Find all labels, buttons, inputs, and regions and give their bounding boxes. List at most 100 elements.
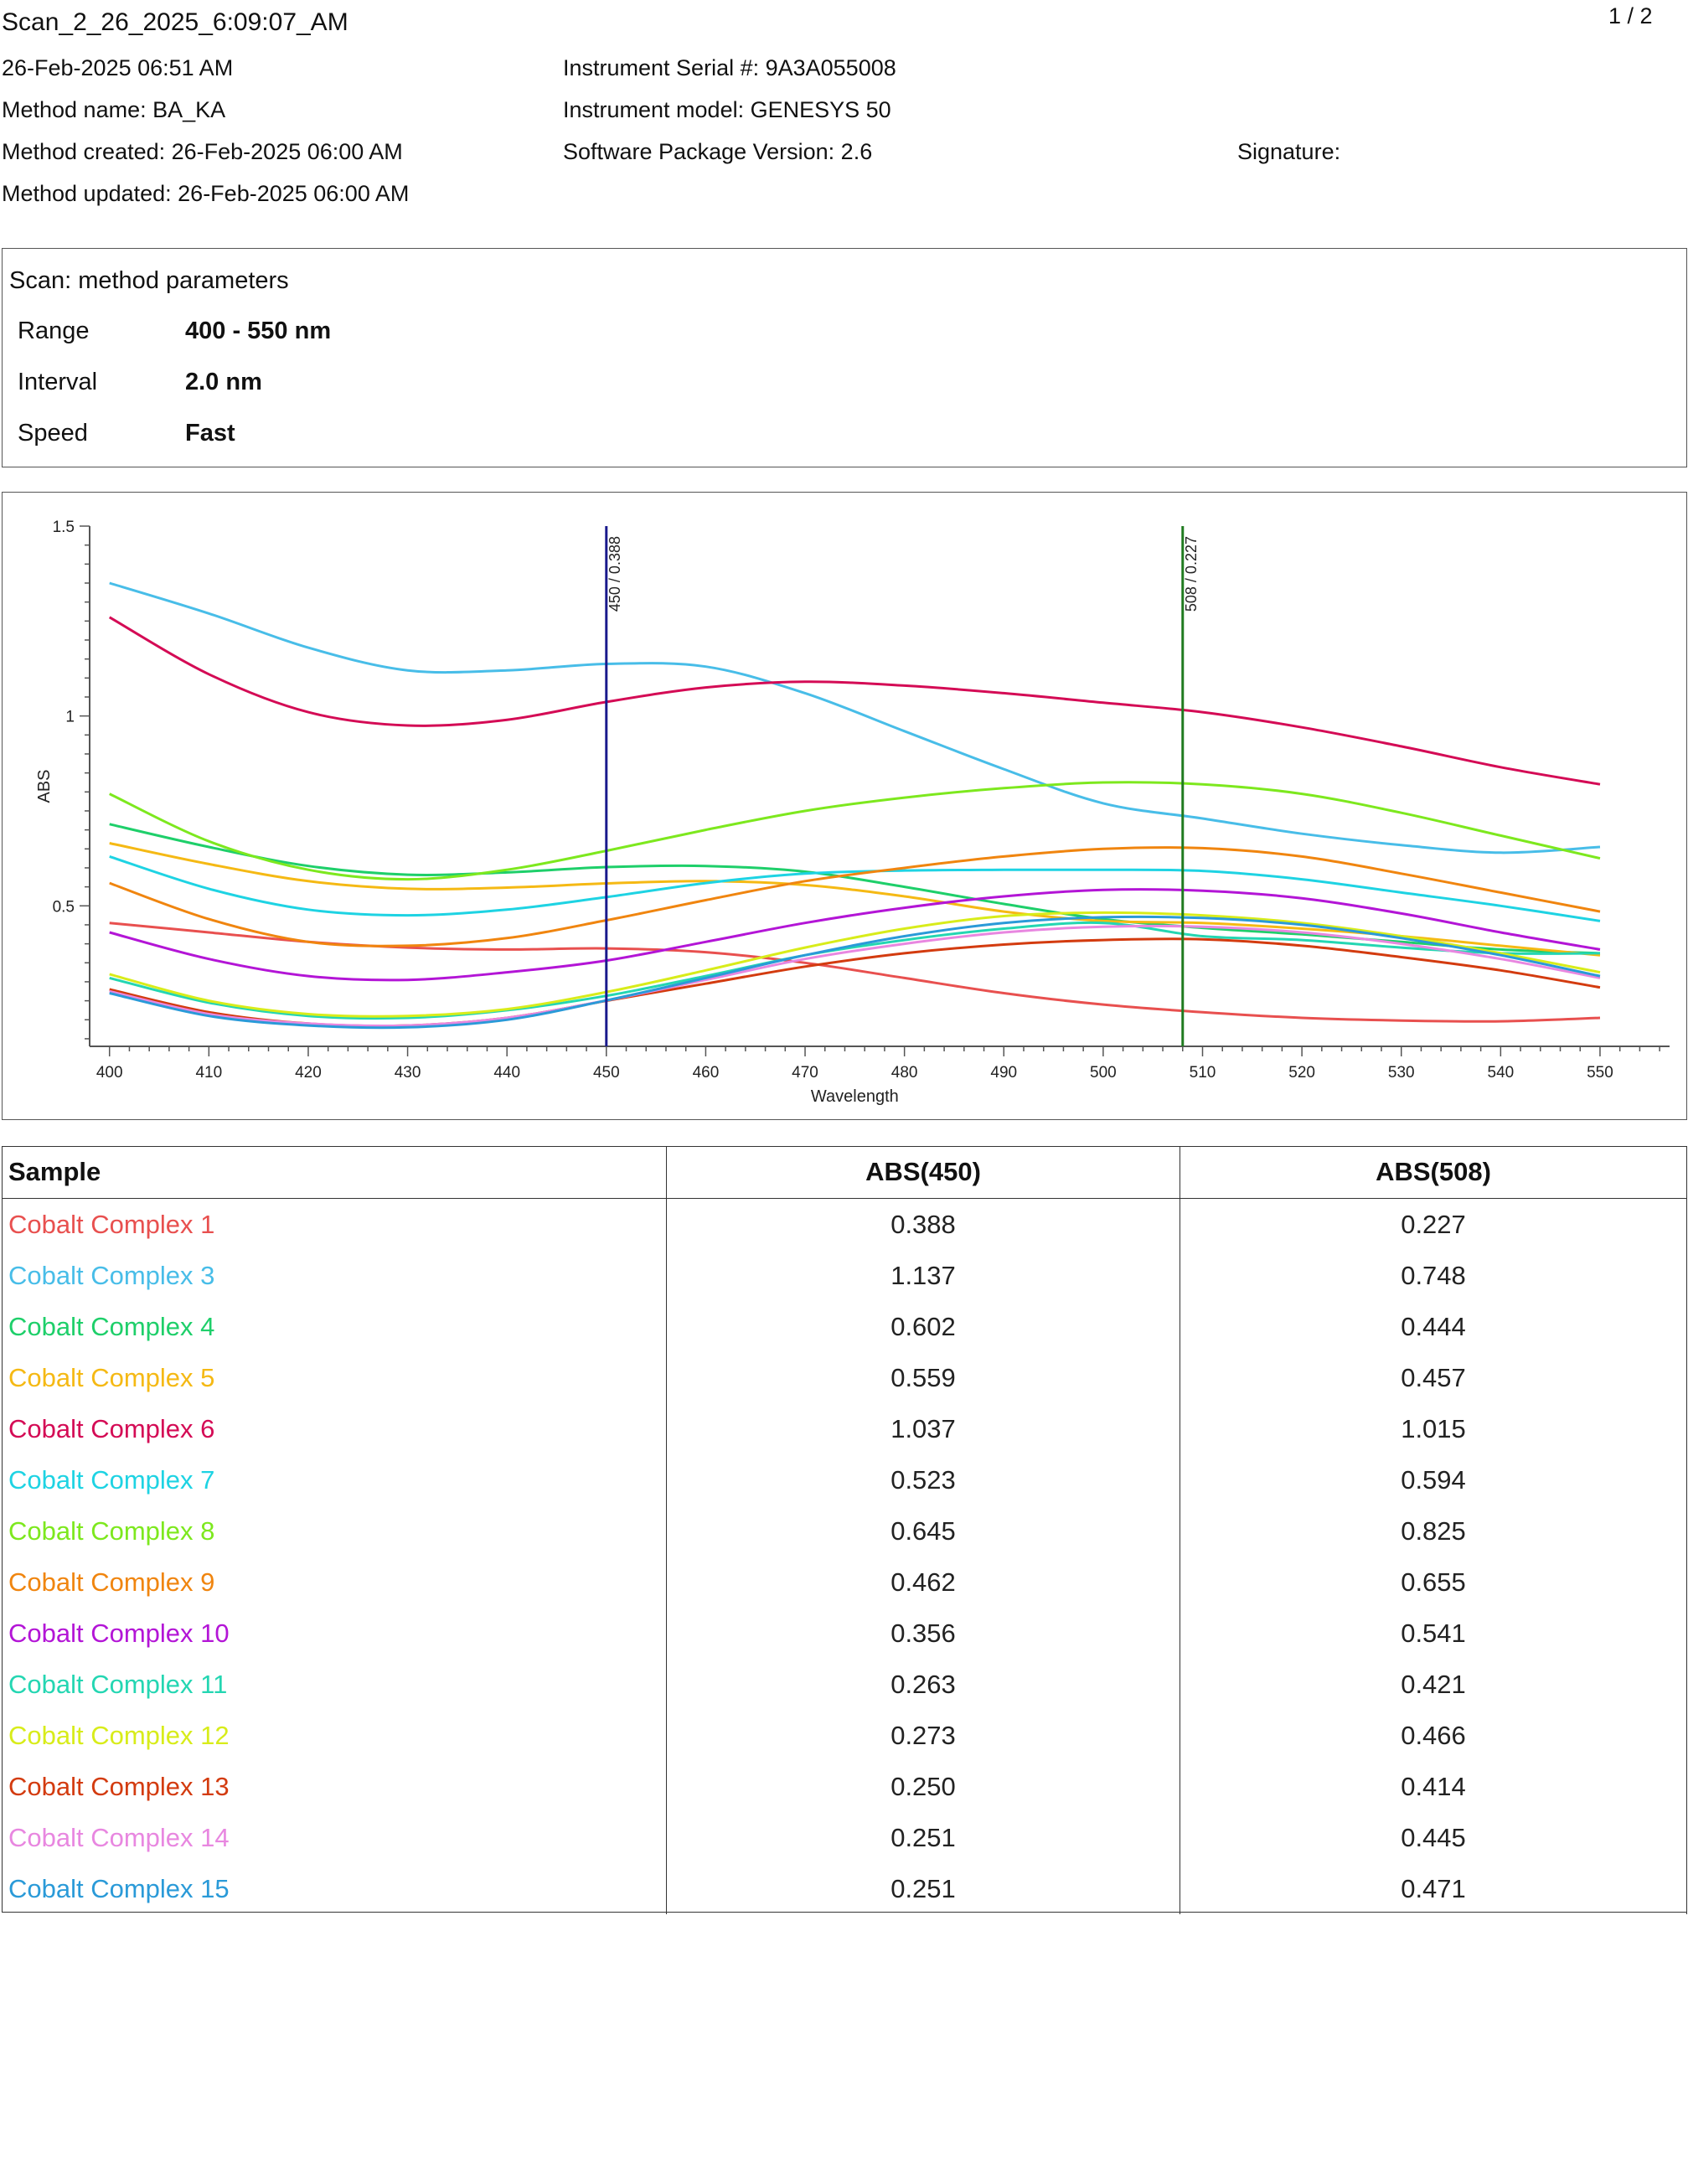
sample-name-cell: Cobalt Complex 1 [8, 1209, 215, 1239]
param-label: Interval [18, 369, 98, 395]
series-line [109, 846, 1601, 947]
x-tick-label: 410 [195, 1064, 222, 1082]
table-row: Cobalt Complex 14 0.251 0.445 [2, 1812, 1687, 1863]
abs508-cell: 0.457 [1180, 1352, 1687, 1403]
wavelength-marker-label: 450 / 0.388 [607, 536, 623, 612]
param-row-speed: Speed Fast [18, 420, 235, 447]
table-row: Cobalt Complex 9 0.462 0.655 [2, 1557, 1687, 1608]
page-number: 1 / 2 [1608, 3, 1653, 28]
method-updated: Method updated: 26-Feb-2025 06:00 AM [2, 181, 410, 206]
x-tick-label: 520 [1288, 1064, 1315, 1082]
table-row: Cobalt Complex 8 0.645 0.825 [2, 1505, 1687, 1557]
instrument-model: Instrument model: GENESYS 50 [563, 97, 891, 122]
series-line [108, 616, 1601, 786]
x-tick-label: 510 [1190, 1064, 1216, 1082]
x-tick-label: 530 [1388, 1064, 1415, 1082]
x-tick-label: 480 [891, 1064, 918, 1082]
abs450-cell: 0.251 [666, 1812, 1180, 1863]
x-tick-label: 400 [96, 1064, 123, 1082]
x-tick-label: 430 [395, 1064, 421, 1082]
abs450-cell: 0.645 [666, 1505, 1180, 1557]
spectrum-chart: 400 410 420 430 440 450 460 470 480 490 500 510 520 5… [35, 519, 1670, 1106]
x-tick-label: 450 [593, 1064, 620, 1082]
x-tick-label: 420 [295, 1064, 322, 1082]
abs508-cell: 0.421 [1180, 1659, 1687, 1710]
table-row: Cobalt Complex 15 0.251 0.471 [2, 1863, 1687, 1914]
sample-name-cell: Cobalt Complex 4 [8, 1311, 215, 1341]
abs508-cell: 0.471 [1180, 1863, 1687, 1914]
abs450-cell: 1.137 [666, 1250, 1180, 1301]
x-tick-label: 490 [990, 1064, 1017, 1082]
abs450-cell: 0.251 [666, 1863, 1180, 1914]
series-line [109, 924, 1601, 1028]
y-tick-label: 1 [65, 709, 75, 726]
series-line [109, 921, 1601, 1020]
sample-name-cell: Cobalt Complex 6 [8, 1413, 215, 1443]
abs450-cell: 0.602 [666, 1301, 1180, 1352]
header-abs508: ABS(508) [1180, 1146, 1687, 1199]
abs508-cell: 0.655 [1180, 1557, 1687, 1608]
y-axis-label: ABS [35, 769, 54, 803]
param-value: 2.0 nm [185, 369, 262, 395]
wavelength-marker-label: 508 / 0.227 [1183, 536, 1200, 612]
param-value: Fast [185, 420, 235, 447]
abs508-cell: 0.227 [1180, 1198, 1687, 1250]
series-line [109, 842, 1601, 957]
table-row: Cobalt Complex 5 0.559 0.457 [2, 1352, 1687, 1403]
abs508-cell: 0.825 [1180, 1505, 1687, 1557]
abs450-cell: 0.273 [666, 1710, 1180, 1761]
signature-label: Signature: [1237, 139, 1341, 164]
abs508-cell: 0.466 [1180, 1710, 1687, 1761]
table-row: Cobalt Complex 7 0.523 0.594 [2, 1454, 1687, 1505]
report-datetime: 26-Feb-2025 06:51 AM [2, 55, 234, 80]
abs450-cell: 0.462 [666, 1557, 1180, 1608]
series-line [109, 911, 1601, 1018]
abs508-cell: 0.414 [1180, 1761, 1687, 1812]
sample-name-cell: Cobalt Complex 3 [8, 1260, 215, 1290]
sample-name-cell: Cobalt Complex 15 [8, 1873, 230, 1903]
table-header-row: Sample ABS(450) ABS(508) [2, 1146, 1687, 1199]
abs508-cell: 0.541 [1180, 1608, 1687, 1659]
abs450-cell: 0.559 [666, 1352, 1180, 1403]
method-parameters-title: Scan: method parameters [9, 267, 289, 294]
sample-name-cell: Cobalt Complex 8 [8, 1515, 215, 1546]
sample-name-cell: Cobalt Complex 10 [8, 1618, 230, 1648]
header-sample: Sample [2, 1146, 667, 1199]
param-row-range: Range 400 - 550 nm [18, 318, 331, 345]
results-table: Sample ABS(450) ABS(508) Cobalt Complex … [2, 1146, 1687, 1914]
series-line [109, 854, 1601, 922]
sample-name-cell: Cobalt Complex 9 [8, 1567, 215, 1597]
method-name: Method name: BA_KA [2, 97, 226, 122]
x-tick-label: 470 [792, 1064, 818, 1082]
series-line [109, 581, 1601, 854]
series-line [109, 888, 1601, 982]
method-parameters-panel: Scan: method parameters Range 400 - 550 n… [2, 248, 1687, 467]
table-row: Cobalt Complex 11 0.263 0.421 [2, 1659, 1687, 1710]
abs450-cell: 1.037 [666, 1403, 1180, 1454]
table-row: Cobalt Complex 13 0.250 0.414 [2, 1761, 1687, 1812]
abs508-cell: 0.594 [1180, 1454, 1687, 1505]
abs508-cell: 0.444 [1180, 1301, 1687, 1352]
table-row: Cobalt Complex 1 0.388 0.227 [2, 1198, 1687, 1250]
x-tick-label: 460 [693, 1064, 720, 1082]
method-created: Method created: 26-Feb-2025 06:00 AM [2, 139, 403, 164]
table-row: Cobalt Complex 3 1.137 0.748 [2, 1250, 1687, 1301]
table-row: Cobalt Complex 6 1.037 1.015 [2, 1403, 1687, 1454]
abs450-cell: 0.388 [666, 1198, 1180, 1250]
abs508-cell: 1.015 [1180, 1403, 1687, 1454]
x-tick-label: 540 [1488, 1064, 1515, 1082]
software-version: Software Package Version: 2.6 [563, 139, 873, 164]
table-row: Cobalt Complex 4 0.602 0.444 [2, 1301, 1687, 1352]
param-row-interval: Interval 2.0 nm [18, 369, 262, 396]
y-tick-label: 1.5 [53, 519, 75, 536]
x-tick-label: 440 [493, 1064, 520, 1082]
abs508-cell: 0.445 [1180, 1812, 1687, 1863]
param-label: Range [18, 318, 90, 344]
table-row: Cobalt Complex 10 0.356 0.541 [2, 1608, 1687, 1659]
abs508-cell: 0.748 [1180, 1250, 1687, 1301]
series-line [109, 781, 1601, 881]
x-tick-label: 500 [1090, 1064, 1117, 1082]
y-tick-label: 0.5 [53, 898, 75, 916]
sample-name-cell: Cobalt Complex 5 [8, 1362, 215, 1392]
x-tick-label: 550 [1587, 1064, 1613, 1082]
